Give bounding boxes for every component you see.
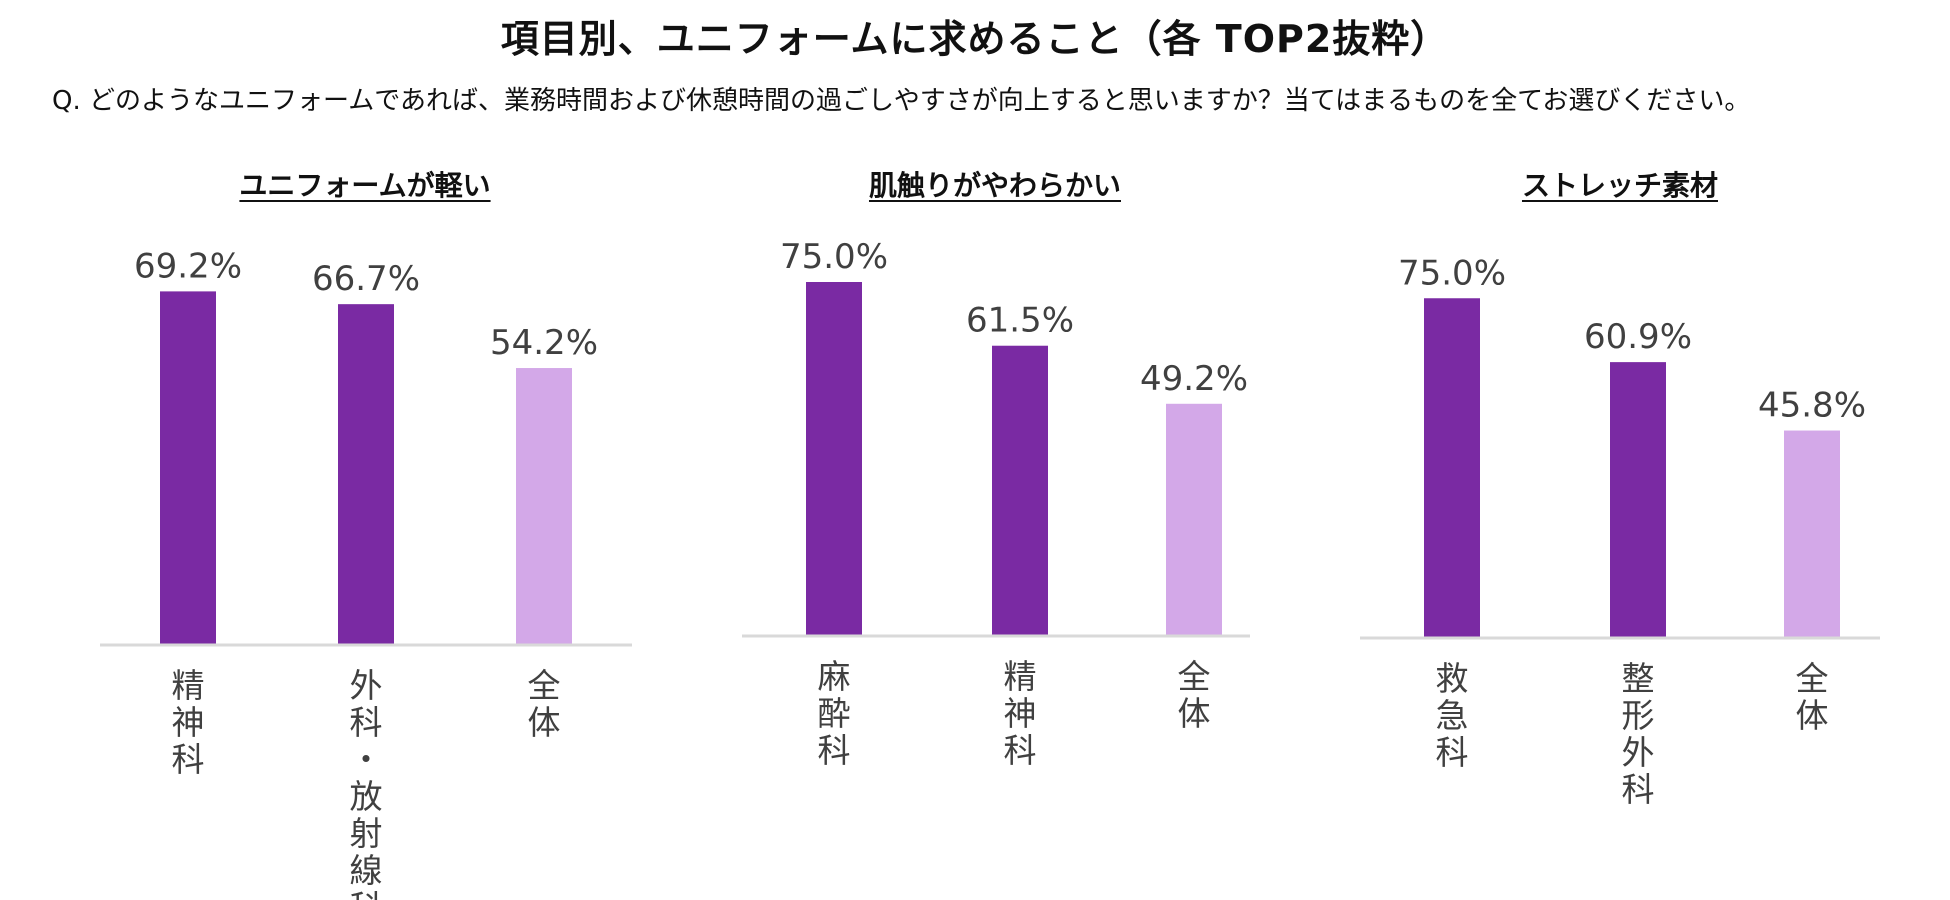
- bar: [516, 368, 572, 645]
- bar: [1166, 403, 1222, 636]
- category-label: 外科・放射線科: [350, 666, 383, 900]
- category-label: 全体: [1178, 657, 1211, 733]
- page-title: 項目別、ユニフォームに求めること（各 TOP2抜粋）: [500, 17, 1450, 61]
- chart-panel: 75.0% 麻酔科 61.5% 精神科 49.2% 全体: [742, 237, 1250, 770]
- bar: [806, 282, 862, 636]
- bar-value-label: 75.0%: [780, 237, 888, 277]
- category-label: 麻酔科: [818, 657, 851, 770]
- bar-value-label: 66.7%: [312, 259, 420, 299]
- bar: [1784, 430, 1840, 638]
- bar-value-label: 54.2%: [490, 323, 598, 363]
- survey-question: Q. どのようなユニフォームであれば、業務時間および休憩時間の過ごしやすさが向上…: [52, 86, 1751, 116]
- category-label: 精神科: [172, 666, 205, 779]
- bar: [160, 291, 216, 645]
- panel-title-soft: 肌触りがやわらかい: [868, 169, 1121, 202]
- panel-title-stretch: ストレッチ素材: [1521, 169, 1718, 202]
- category-label: 救急科: [1436, 659, 1469, 772]
- bar-value-label: 60.9%: [1584, 317, 1692, 357]
- bar-value-label: 61.5%: [966, 301, 1074, 341]
- category-label: 全体: [1796, 659, 1829, 735]
- bar: [992, 345, 1048, 636]
- chart-panel: 75.0% 救急科 60.9% 整形外科 45.8% 全体: [1360, 253, 1880, 809]
- bar: [1610, 362, 1666, 638]
- bar-value-label: 45.8%: [1758, 386, 1866, 426]
- panel-title-light: ユニフォームが軽い: [239, 169, 491, 202]
- bar-value-label: 69.2%: [134, 246, 242, 286]
- category-label: 全体: [528, 666, 561, 742]
- bar-value-label: 75.0%: [1398, 253, 1506, 293]
- bar: [338, 304, 394, 645]
- bar-value-label: 49.2%: [1140, 359, 1248, 399]
- bar: [1424, 298, 1480, 638]
- chart-panel: 69.2% 精神科 66.7% 外科・放射線科 54.2% 全体: [100, 246, 632, 900]
- category-label: 整形外科: [1622, 659, 1655, 809]
- category-label: 精神科: [1004, 657, 1037, 770]
